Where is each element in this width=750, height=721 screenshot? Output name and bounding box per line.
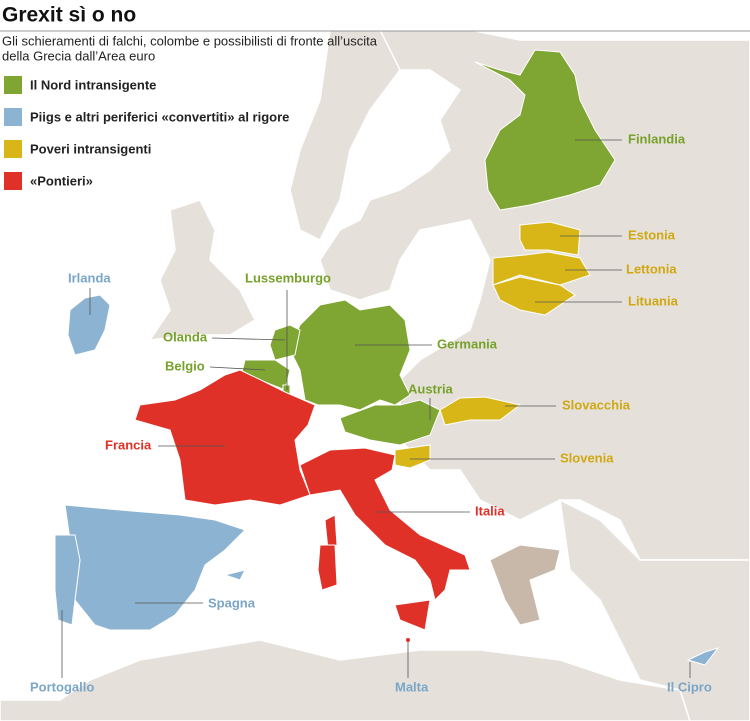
legend: Il Nord intransigente Piigs e altri peri… [4, 76, 289, 190]
legend-label: Il Nord intransigente [30, 77, 156, 92]
balearic [223, 569, 246, 581]
country-label: Malta [395, 679, 429, 694]
legend-label: «Pontieri» [30, 173, 93, 188]
legend-label: Poveri intransigenti [30, 141, 151, 156]
country-label: Il Cipro [667, 679, 712, 694]
subtitle: Gli schieramenti di falchi, colombe e po… [2, 33, 378, 48]
country-label: Lussemburgo [245, 270, 331, 285]
spain [64, 504, 246, 631]
sardinia [317, 544, 338, 591]
country-label: Olanda [163, 329, 208, 344]
slovakia [439, 396, 522, 426]
estonia [519, 221, 581, 256]
country-label: Francia [105, 437, 152, 452]
sicily [394, 599, 431, 631]
leader-lines [61, 139, 691, 678]
country-labels: Finlandia Estonia Lettonia Lituania Irla… [30, 131, 712, 694]
slovenia [394, 444, 431, 469]
country-label: Spagna [208, 595, 256, 610]
france [134, 369, 316, 506]
portugal [54, 534, 81, 626]
lithuania [492, 276, 576, 316]
country-label: Lituania [628, 293, 679, 308]
legend-label: Piigs e altri periferici «convertiti» al… [30, 109, 289, 124]
ireland [67, 294, 111, 356]
greece [489, 544, 561, 626]
country-label: Italia [475, 503, 505, 518]
country-label: Austria [408, 381, 454, 396]
title: Grexit sì o no [2, 4, 136, 27]
countries [54, 49, 720, 666]
country-label: Slovacchia [562, 397, 631, 412]
cyprus [686, 647, 720, 666]
austria [339, 399, 441, 446]
country-label: Germania [437, 336, 498, 351]
netherlands [269, 324, 301, 361]
country-label: Belgio [165, 358, 205, 373]
italy [299, 447, 471, 601]
country-label: Slovenia [560, 450, 614, 465]
country-label: Estonia [628, 227, 676, 242]
country-label: Irlanda [68, 270, 111, 285]
malta [406, 638, 410, 642]
base-land [0, 29, 750, 721]
country-label: Lettonia [626, 261, 677, 276]
latvia [492, 251, 591, 286]
corsica [324, 514, 338, 551]
subtitle: della Grecia dall’Area euro [2, 48, 155, 63]
germany [289, 299, 411, 411]
country-label: Finlandia [628, 131, 686, 146]
country-label: Portogallo [30, 679, 94, 694]
finland [474, 49, 616, 211]
